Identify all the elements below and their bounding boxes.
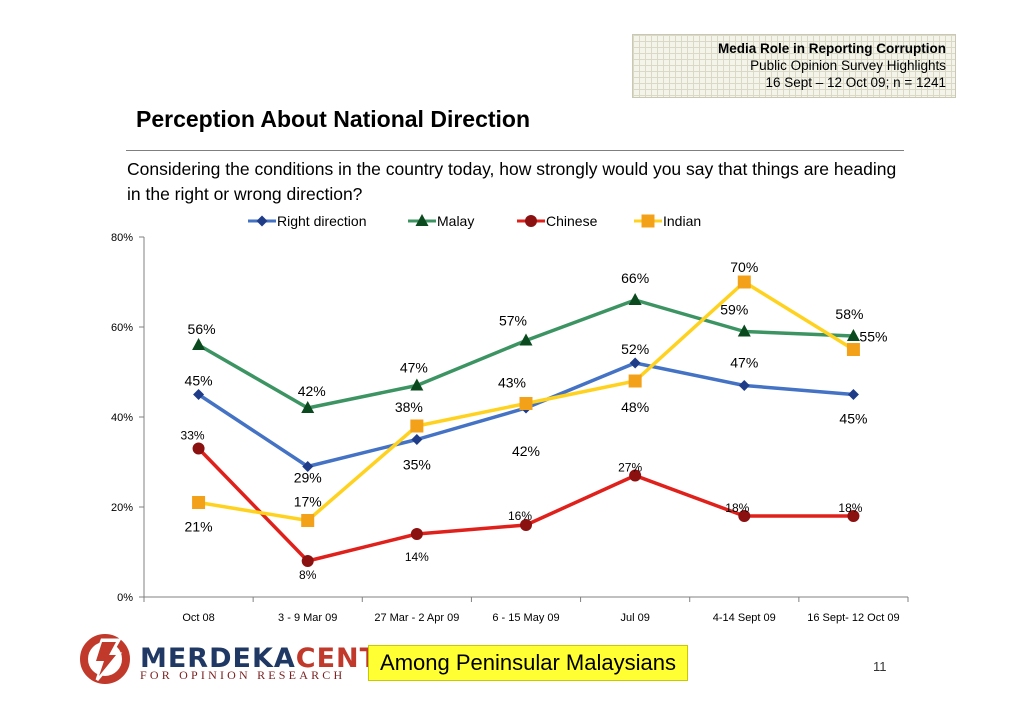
data-point — [847, 510, 860, 522]
data-point — [628, 293, 642, 305]
legend-marker — [641, 214, 655, 228]
data-label: 58% — [835, 306, 863, 322]
series-right-direction: 45% 29% 35% 42% 52% 47% 45% — [185, 341, 868, 486]
caption-box: Among Peninsular Malaysians — [368, 645, 688, 681]
data-point — [519, 397, 533, 410]
data-label: 66% — [621, 270, 649, 286]
data-label: 18% — [725, 501, 749, 515]
x-tick-label: 3 - 9 Mar 09 — [278, 612, 337, 624]
data-point — [846, 329, 860, 341]
series-malay: 56% 42% 47% 57% 66% 59% 58% — [188, 270, 863, 413]
data-label: 33% — [181, 429, 205, 443]
data-point — [520, 519, 532, 531]
data-label: 14% — [405, 550, 429, 564]
logo-ring-icon — [80, 634, 130, 684]
report-header: Media Role in Reporting Corruption Publi… — [718, 40, 946, 91]
data-point — [302, 461, 314, 472]
page-title: Perception About National Direction — [136, 106, 531, 132]
data-point — [628, 374, 642, 388]
data-label: 47% — [400, 360, 428, 376]
report-dates: 16 Sept – 12 Oct 09; n = 1241 — [765, 75, 946, 90]
data-point — [846, 343, 860, 356]
data-label: 42% — [298, 383, 326, 399]
data-point — [411, 434, 423, 445]
data-point — [410, 419, 424, 433]
legend-label: Chinese — [546, 213, 598, 229]
data-point — [192, 442, 205, 455]
legend-marker — [256, 215, 268, 227]
data-label: 45% — [185, 373, 213, 389]
data-point — [737, 275, 751, 289]
chart-axes: 0% 20% 40% 60% 80% Oct 08 3 - 9 Mar 09 27 Mar -… — [111, 232, 909, 624]
logo-subtitle: FOR OPINION RESEARCH — [140, 668, 346, 682]
y-tick-label: 0% — [117, 592, 133, 604]
legend-marker — [525, 215, 537, 227]
legend-label: Malay — [437, 213, 474, 229]
x-tick-label: Jul 09 — [620, 612, 649, 624]
legend-label: Indian — [663, 213, 701, 229]
data-label: 42% — [512, 443, 540, 459]
y-tick-label: 20% — [111, 502, 133, 514]
logo-word-1: MERDEKA — [140, 643, 296, 674]
data-point — [410, 378, 424, 391]
data-point — [738, 380, 750, 391]
legend-marker — [415, 214, 429, 226]
data-point — [192, 496, 206, 509]
series-chinese: 33% 8% 14% 16% 27% 18% 18% — [181, 429, 863, 583]
data-point — [738, 510, 751, 522]
page-number: 11 — [873, 659, 887, 674]
data-label: 8% — [299, 568, 317, 582]
data-label: 56% — [188, 321, 216, 337]
data-point — [301, 514, 315, 527]
y-tick-label: 60% — [111, 322, 133, 334]
survey-question: Considering the conditions in the countr… — [127, 159, 897, 204]
data-label: 43% — [498, 375, 526, 391]
data-label: 48% — [621, 399, 649, 415]
x-tick-label: Oct 08 — [182, 612, 214, 624]
report-subtitle: Public Opinion Survey Highlights — [750, 58, 946, 73]
data-label: 59% — [720, 302, 748, 318]
data-label: 38% — [395, 399, 423, 415]
data-point — [192, 338, 206, 350]
data-label: 18% — [838, 501, 862, 515]
data-point — [847, 389, 859, 400]
x-tick-label: 4-14 Sept 09 — [713, 612, 776, 624]
data-label: 21% — [185, 519, 213, 535]
title-divider — [126, 150, 904, 151]
chart-legend: Right direction Malay Chinese Indian — [248, 213, 701, 229]
x-tick-label: 27 Mar - 2 Apr 09 — [374, 612, 459, 624]
data-label: 35% — [403, 457, 431, 473]
data-label: 55% — [859, 329, 887, 345]
data-label: 70% — [730, 259, 758, 275]
logo-bolt-icon — [96, 642, 116, 676]
data-label: 57% — [499, 313, 527, 329]
chart-series: 45%29%35%42%52%47%45%56%42%47%57%66%59% 5… — [181, 259, 888, 582]
merdeka-center-logo — [80, 634, 130, 684]
data-point — [629, 357, 641, 369]
report-title: Media Role in Reporting Corruption — [718, 41, 946, 56]
data-label: 47% — [730, 355, 758, 371]
data-label: 16% — [508, 509, 532, 523]
legend-label: Right direction — [277, 213, 367, 229]
data-label: 17% — [294, 494, 322, 510]
header-box — [632, 34, 956, 98]
data-point — [301, 555, 314, 567]
data-label: 29% — [294, 470, 322, 486]
x-tick-label: 16 Sept- 12 Oct 09 — [807, 612, 899, 624]
data-label: 27% — [618, 461, 642, 475]
y-tick-label: 40% — [111, 412, 133, 424]
series-indian: 21% 17% 38% 43% 48% 70% 55% — [185, 259, 888, 535]
data-point — [301, 401, 315, 413]
data-point — [737, 324, 751, 337]
data-label: 52% — [621, 341, 649, 357]
data-point — [193, 389, 205, 400]
data-point — [519, 333, 533, 346]
x-tick-label: 6 - 15 May 09 — [492, 612, 559, 624]
data-point — [629, 469, 642, 482]
y-tick-label: 80% — [111, 232, 133, 244]
data-label: 45% — [839, 411, 867, 427]
data-point — [410, 528, 423, 540]
